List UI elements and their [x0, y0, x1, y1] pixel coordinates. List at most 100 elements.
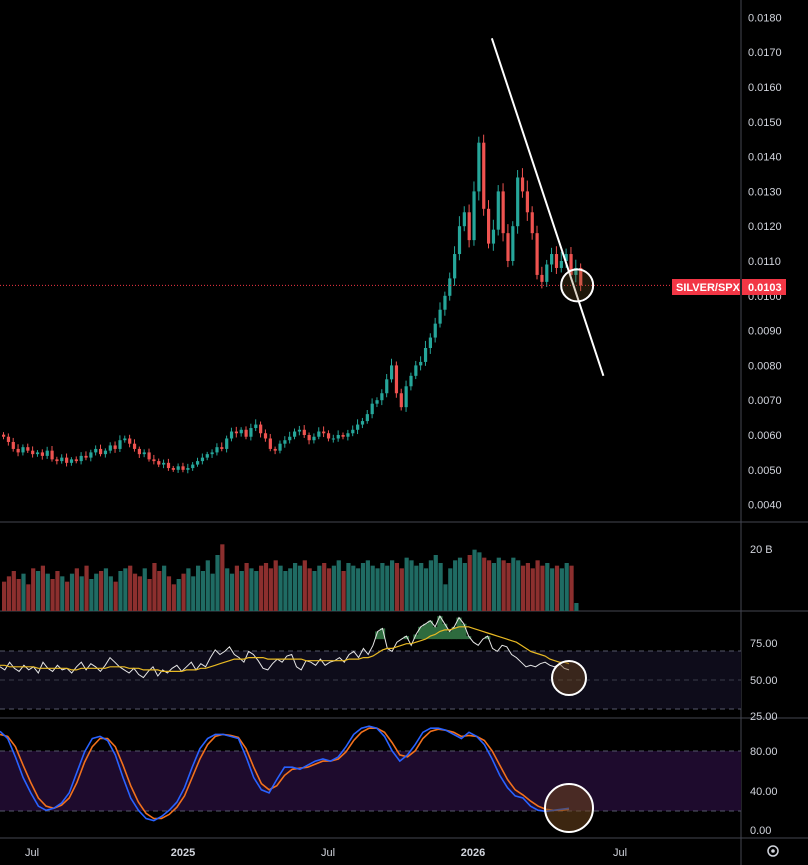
candle-body[interactable]: [6, 436, 11, 442]
volume-bar[interactable]: [31, 568, 36, 611]
candle-body[interactable]: [462, 212, 466, 227]
candle-body[interactable]: [166, 462, 171, 469]
volume-bar[interactable]: [35, 571, 41, 611]
candle-body[interactable]: [312, 436, 316, 441]
volume-bar[interactable]: [225, 568, 230, 611]
candle-body[interactable]: [423, 348, 428, 362]
candle-body[interactable]: [220, 447, 224, 449]
candle-body[interactable]: [162, 462, 166, 465]
volume-bar[interactable]: [137, 576, 142, 611]
volume-bar[interactable]: [249, 568, 254, 611]
volume-bar[interactable]: [516, 560, 521, 611]
candle-body[interactable]: [506, 233, 510, 261]
volume-bar[interactable]: [132, 573, 138, 611]
volume-bar[interactable]: [74, 568, 79, 611]
candle-body[interactable]: [399, 393, 403, 408]
volume-bar[interactable]: [545, 563, 550, 611]
candle-body[interactable]: [433, 323, 437, 338]
candle-body[interactable]: [89, 452, 93, 458]
volume-bar[interactable]: [491, 563, 497, 611]
candle-body[interactable]: [496, 191, 500, 230]
candle-body[interactable]: [263, 433, 268, 439]
candle-body[interactable]: [419, 361, 423, 366]
volume-bar[interactable]: [79, 576, 84, 611]
candle-body[interactable]: [288, 436, 292, 441]
volume-bar[interactable]: [302, 560, 307, 611]
volume-bar[interactable]: [433, 555, 438, 611]
settings-gear-icon[interactable]: [767, 845, 779, 857]
stochastic-series[interactable]: [0, 725, 570, 822]
candle-body[interactable]: [409, 375, 413, 387]
volume-bar[interactable]: [40, 565, 45, 611]
stoch-d-line[interactable]: [0, 727, 570, 820]
volume-bar[interactable]: [312, 571, 317, 611]
candle-body[interactable]: [443, 295, 447, 310]
candle-body[interactable]: [273, 448, 277, 451]
candle-body[interactable]: [108, 445, 112, 451]
candle-body[interactable]: [550, 254, 554, 265]
rsi-series[interactable]: [0, 615, 570, 679]
volume-bar[interactable]: [520, 565, 526, 611]
volume-bar[interactable]: [525, 563, 530, 611]
volume-bar[interactable]: [375, 568, 380, 611]
candle-body[interactable]: [225, 438, 229, 449]
volume-bar[interactable]: [360, 563, 366, 611]
volume-bar[interactable]: [341, 571, 346, 611]
volume-bar[interactable]: [239, 571, 244, 611]
candle-body[interactable]: [520, 177, 525, 192]
volume-bar[interactable]: [322, 563, 327, 611]
candle-body[interactable]: [137, 448, 141, 455]
volume-series[interactable]: [2, 544, 579, 611]
volume-bar[interactable]: [564, 563, 569, 611]
volume-bar[interactable]: [404, 557, 409, 611]
candle-body[interactable]: [283, 440, 287, 444]
candle-body[interactable]: [516, 177, 520, 227]
candle-body[interactable]: [84, 455, 88, 458]
volume-bar[interactable]: [103, 568, 109, 611]
candle-body[interactable]: [69, 459, 74, 463]
volume-bar[interactable]: [55, 571, 60, 611]
volume-bar[interactable]: [21, 573, 26, 611]
rsi-circle-annotation[interactable]: [551, 660, 587, 696]
volume-bar[interactable]: [419, 563, 424, 611]
volume-bar[interactable]: [181, 573, 186, 611]
volume-bar[interactable]: [550, 568, 555, 611]
candle-body[interactable]: [128, 438, 132, 444]
candle-body[interactable]: [181, 466, 185, 470]
candle-body[interactable]: [448, 278, 452, 296]
candle-body[interactable]: [31, 450, 35, 455]
volume-bar[interactable]: [574, 603, 579, 611]
candle-body[interactable]: [103, 450, 108, 455]
candle-body[interactable]: [341, 435, 345, 437]
volume-bar[interactable]: [365, 560, 370, 611]
volume-bar[interactable]: [11, 571, 16, 611]
candle-body[interactable]: [545, 264, 549, 282]
candle-body[interactable]: [26, 447, 30, 451]
price-axis[interactable]: 0.0180 0.0170 0.0160 0.0150 0.0140 0.0130 0.01…: [748, 12, 782, 511]
candle-body[interactable]: [186, 468, 190, 470]
stoch-k-line[interactable]: [0, 725, 570, 822]
volume-bar[interactable]: [113, 581, 118, 611]
volume-bar[interactable]: [554, 565, 560, 611]
candle-body[interactable]: [307, 435, 311, 441]
candle-body[interactable]: [317, 431, 321, 437]
candle-body[interactable]: [380, 393, 384, 401]
volume-bar[interactable]: [307, 568, 312, 611]
candle-body[interactable]: [302, 429, 306, 435]
volume-bar[interactable]: [16, 579, 21, 611]
volume-bar[interactable]: [162, 565, 167, 611]
volume-bar[interactable]: [453, 560, 458, 611]
trendline-drawing[interactable]: [490, 37, 605, 377]
candle-body[interactable]: [511, 226, 515, 261]
candle-body[interactable]: [559, 261, 563, 268]
candle-body[interactable]: [50, 450, 54, 460]
volume-bar[interactable]: [273, 560, 278, 611]
candle-body[interactable]: [525, 191, 529, 213]
candle-body[interactable]: [457, 226, 462, 255]
volume-bar[interactable]: [229, 573, 235, 611]
volume-bar[interactable]: [438, 563, 443, 611]
candle-body[interactable]: [55, 459, 59, 462]
candle-body[interactable]: [205, 454, 209, 458]
volume-bar[interactable]: [84, 565, 89, 611]
